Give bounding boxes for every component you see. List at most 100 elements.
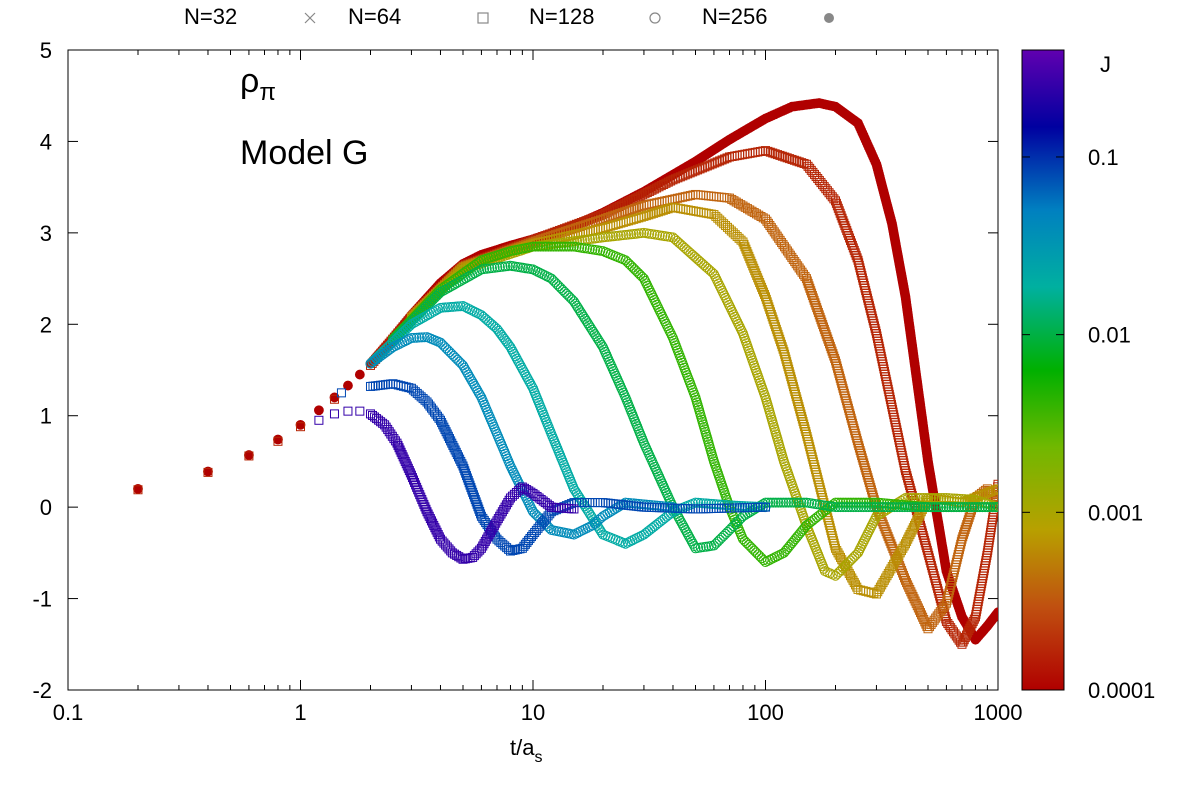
data-point xyxy=(954,502,965,513)
data-point xyxy=(761,292,770,302)
data-point xyxy=(829,351,839,361)
data-point xyxy=(646,209,656,219)
data-point xyxy=(959,502,970,513)
data-point xyxy=(849,551,860,562)
legend-label-n256: N=256 xyxy=(702,4,767,29)
data-point xyxy=(451,447,461,457)
data-point xyxy=(799,522,810,533)
data-point xyxy=(909,594,919,604)
data-point xyxy=(456,553,466,563)
data-point xyxy=(756,553,767,564)
data-point xyxy=(634,202,644,212)
data-point xyxy=(765,554,776,565)
data-point xyxy=(370,381,380,391)
data-point xyxy=(476,310,487,321)
data-point xyxy=(969,614,979,624)
legend: N=32 N=64 N=128 N=256 xyxy=(184,4,834,29)
data-point xyxy=(605,358,616,369)
data-point xyxy=(830,570,841,581)
data-point xyxy=(412,482,422,492)
data-point xyxy=(608,366,619,377)
data-point xyxy=(814,310,824,320)
data-point xyxy=(703,263,714,274)
data-point xyxy=(860,463,870,473)
legend-marker-filled-circle xyxy=(824,13,834,23)
data-point xyxy=(897,502,908,513)
data-point xyxy=(913,603,923,613)
data-point xyxy=(535,241,546,252)
data-point xyxy=(780,352,790,362)
data-point xyxy=(717,192,727,202)
data-point xyxy=(409,475,419,485)
model-annotation: Model G xyxy=(240,134,369,172)
data-point xyxy=(575,526,586,537)
data-point xyxy=(900,539,910,549)
data-point xyxy=(960,632,970,642)
data-point xyxy=(835,208,845,218)
data-point xyxy=(393,440,403,450)
data-point xyxy=(717,155,727,165)
data-point xyxy=(835,371,845,381)
data-point xyxy=(957,639,967,649)
data-point xyxy=(771,322,781,332)
data-point xyxy=(532,266,543,277)
data-point xyxy=(635,269,646,280)
data-point xyxy=(756,212,766,222)
data-point xyxy=(708,540,719,551)
data-point xyxy=(785,369,795,379)
data-point xyxy=(819,324,829,334)
data-point xyxy=(668,175,678,185)
data-point xyxy=(510,545,520,555)
data-point xyxy=(909,520,919,530)
data-point xyxy=(854,545,865,556)
data-point xyxy=(435,337,446,348)
data-point xyxy=(863,473,873,483)
data-point xyxy=(475,506,485,516)
data-point xyxy=(409,312,420,323)
data-point xyxy=(482,315,493,326)
data-point xyxy=(959,527,969,537)
colorbar-tick-label: 0.01 xyxy=(1088,323,1131,348)
data-point xyxy=(400,324,411,335)
data-point xyxy=(404,466,414,476)
data-point xyxy=(469,490,479,500)
data-point xyxy=(459,463,469,473)
y-tick-label: 1 xyxy=(40,404,52,429)
data-point xyxy=(825,341,835,351)
data-point xyxy=(830,196,840,206)
data-point xyxy=(444,347,455,358)
data-point xyxy=(401,382,411,392)
data-point xyxy=(683,246,694,257)
data-point xyxy=(801,274,811,284)
data-point xyxy=(647,457,658,468)
data-point xyxy=(956,537,966,547)
x-axis-label-sub: s xyxy=(534,749,542,766)
data-point xyxy=(788,379,798,389)
data-point xyxy=(918,612,928,622)
data-point xyxy=(778,344,788,354)
data-point xyxy=(693,165,703,175)
data-point xyxy=(452,450,462,460)
data-point xyxy=(749,545,760,556)
colorbar-label: J xyxy=(1100,52,1111,77)
data-point xyxy=(884,534,894,544)
data-point xyxy=(651,208,661,218)
data-point xyxy=(800,271,810,281)
data-point xyxy=(840,391,850,401)
data-point xyxy=(703,498,714,509)
data-point xyxy=(460,466,470,476)
data-point xyxy=(473,502,483,512)
data-point xyxy=(642,502,652,512)
data-point xyxy=(486,318,497,329)
data-point xyxy=(533,241,544,252)
data-point xyxy=(336,388,346,398)
data-point xyxy=(454,452,464,462)
data-point xyxy=(855,446,865,456)
legend-label-n64: N=64 xyxy=(348,4,401,29)
data-point xyxy=(531,510,542,521)
data-point xyxy=(900,573,910,583)
data-point xyxy=(964,626,974,636)
data-point xyxy=(840,502,851,513)
data-point xyxy=(794,402,804,412)
y-tick-label: 5 xyxy=(40,38,52,63)
